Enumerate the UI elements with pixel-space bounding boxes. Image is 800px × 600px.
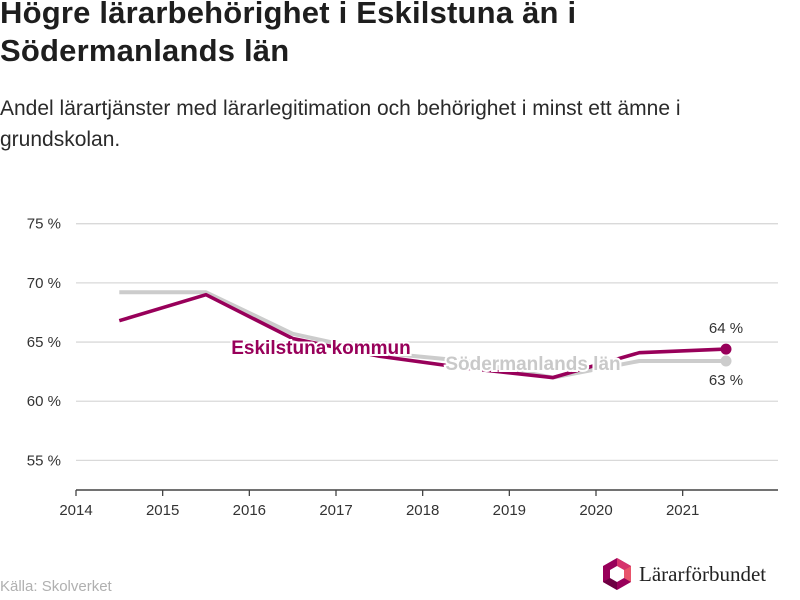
brand-hexagon-icon [603,558,631,590]
x-tick-label: 2018 [406,502,439,519]
line-chart: 55 %60 %65 %70 %75 % 2014 2015 2016 2017 201… [27,216,778,519]
y-tick-label: 70 % [27,275,61,292]
series-end-point-1 [720,343,732,355]
x-axis: 2014 2015 2016 2017 2018 2019 2020 2021 [59,489,778,519]
x-tick-label: 2017 [319,502,352,519]
gridlines [76,223,778,462]
y-tick-label: 65 % [27,334,61,351]
series-name-label-1: Eskilstuna kommun [231,338,411,359]
y-tick-label: 60 % [27,393,61,410]
y-axis-labels: 55 % 60 % 65 % 70 % 75 % [27,216,61,470]
y-tick-label: 75 % [27,216,61,233]
series-line-0 [119,290,726,380]
chart-title: Högre lärarbehörighet i Eskilstuna än i … [0,0,577,68]
x-tick-label: 2014 [59,502,92,519]
brand-name: Lärarförbundet [639,561,767,586]
series-labels: 63 % 64 % Södermanlands län Eskilstuna komm… [229,320,743,389]
series-lines [118,290,732,380]
x-tick-label: 2021 [666,502,699,519]
end-value-label-1: 64 % [709,320,743,337]
x-tick-label: 2019 [493,502,526,519]
series-name-label-0: Södermanlands län [445,354,620,375]
series-end-point-0 [720,355,732,367]
chart-subtitle: Andel lärartjänster med lärarlegitimatio… [0,97,681,151]
brand-logo: Lärarförbundet [601,557,766,591]
source-note: Källa: Skolverket [0,578,112,595]
y-tick-label: 55 % [27,452,61,469]
series-line-1 [118,292,727,380]
x-tick-label: 2020 [579,502,612,519]
x-tick-label: 2016 [233,502,266,519]
end-value-label-0: 63 % [709,372,743,389]
x-tick-label: 2015 [146,502,179,519]
